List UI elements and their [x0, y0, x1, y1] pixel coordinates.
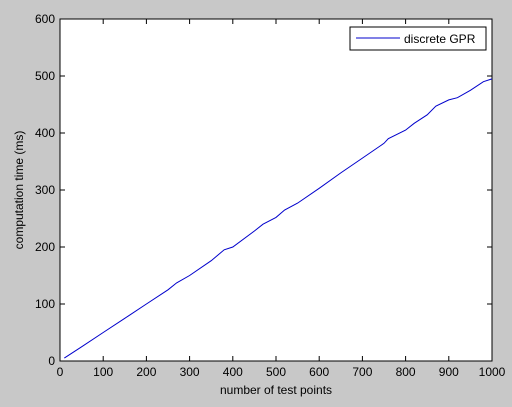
legend-label: discrete GPR	[404, 32, 476, 46]
x-tick-label: 600	[309, 365, 329, 379]
legend: discrete GPR	[349, 26, 487, 51]
y-axis-label: computation time (ms)	[12, 131, 26, 250]
y-tick-label: 0	[48, 354, 55, 368]
x-tick-label: 300	[180, 365, 200, 379]
y-tick-label: 300	[35, 183, 55, 197]
y-tick-label: 600	[35, 12, 55, 26]
legend-box	[349, 26, 487, 51]
y-axis-ticks: 0 100 200 300 400 500 600	[35, 12, 492, 368]
x-tick-label: 200	[136, 365, 156, 379]
series-line-discrete-gpr	[64, 78, 493, 359]
x-tick-label: 900	[439, 365, 459, 379]
x-tick-label: 400	[223, 365, 243, 379]
y-tick-label: 100	[35, 297, 55, 311]
x-tick-label: 500	[266, 365, 286, 379]
y-tick-label: 500	[35, 69, 55, 83]
x-tick-label: 0	[57, 365, 64, 379]
x-tick-label: 100	[93, 365, 113, 379]
x-axis-label: number of test points	[220, 383, 332, 397]
x-axis-ticks: 0 100 200 300 400 500 600 700 800 900 1000	[57, 19, 506, 379]
x-tick-label: 700	[352, 365, 372, 379]
plot-area	[59, 18, 493, 362]
y-tick-label: 400	[35, 126, 55, 140]
y-tick-label: 200	[35, 240, 55, 254]
x-tick-label: 800	[396, 365, 416, 379]
x-tick-label: 1000	[479, 365, 506, 379]
